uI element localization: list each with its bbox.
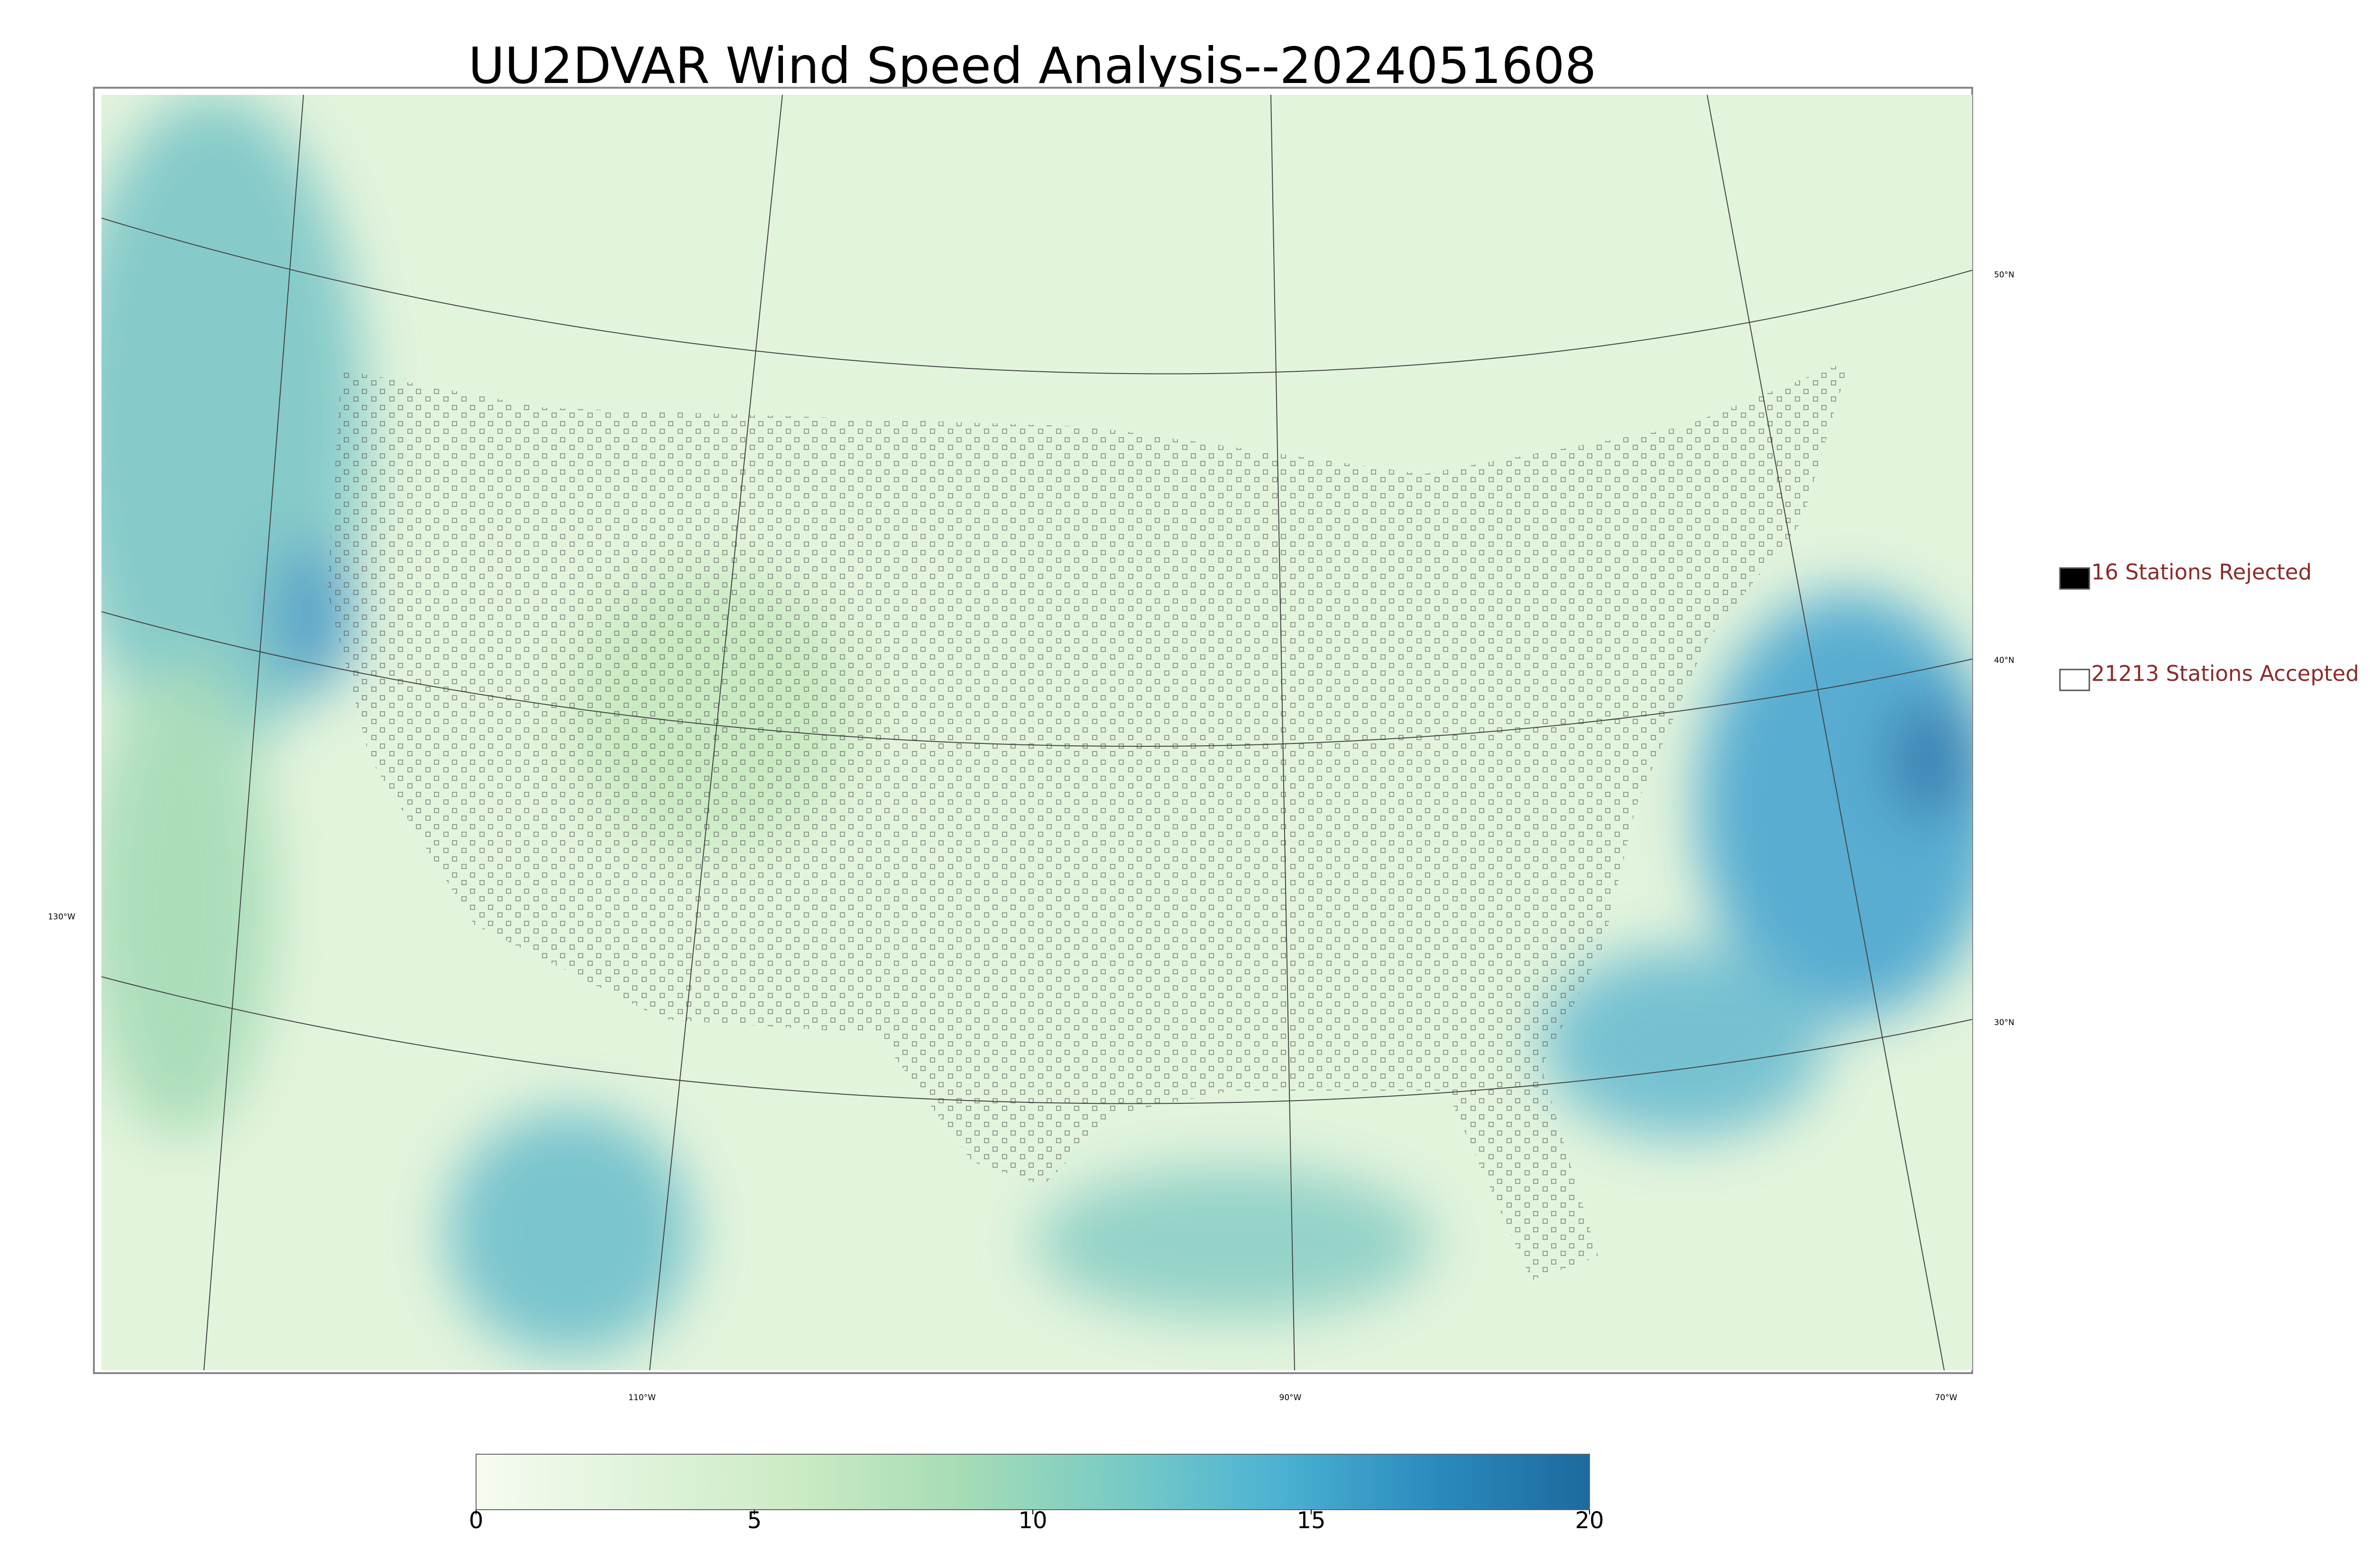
map-field (101, 95, 1972, 1370)
colorbar: 0 5 10 15 20 (469, 1454, 1604, 1534)
legend-label: 16 Stations Rejected (2091, 559, 2312, 585)
lon-label: 90°W (1279, 1393, 1302, 1403)
legend-swatch (2059, 567, 2090, 590)
legend: 16 Stations Rejected 21213 Stations Accep… (2059, 559, 2359, 691)
colorbar-tick-label: 15 (1296, 1507, 1325, 1534)
lat-label: 50°N (1994, 270, 2014, 280)
lon-label: 110°W (628, 1393, 656, 1403)
colorbar-tick-label: 0 (469, 1507, 484, 1534)
lon-label: 70°W (1935, 1393, 1957, 1403)
lat-label: 40°N (1994, 656, 2014, 665)
map: 50°N 40°N 30°N 130°W 110°W 90°W 70°W (48, 87, 2014, 1403)
colorbar-tick-label: 20 (1575, 1507, 1604, 1534)
lon-label: 130°W (48, 912, 75, 922)
lat-label: 30°N (1994, 1018, 2014, 1027)
title: UU2DVAR Wind Speed Analysis--2024051608 (468, 37, 1596, 95)
colorbar-scale (476, 1454, 1590, 1510)
legend-swatch (2059, 669, 2090, 691)
colorbar-tick-label: 5 (747, 1507, 762, 1534)
colorbar-tick-label: 10 (1018, 1507, 1047, 1534)
legend-label: 21213 Stations Accepted (2091, 661, 2359, 686)
